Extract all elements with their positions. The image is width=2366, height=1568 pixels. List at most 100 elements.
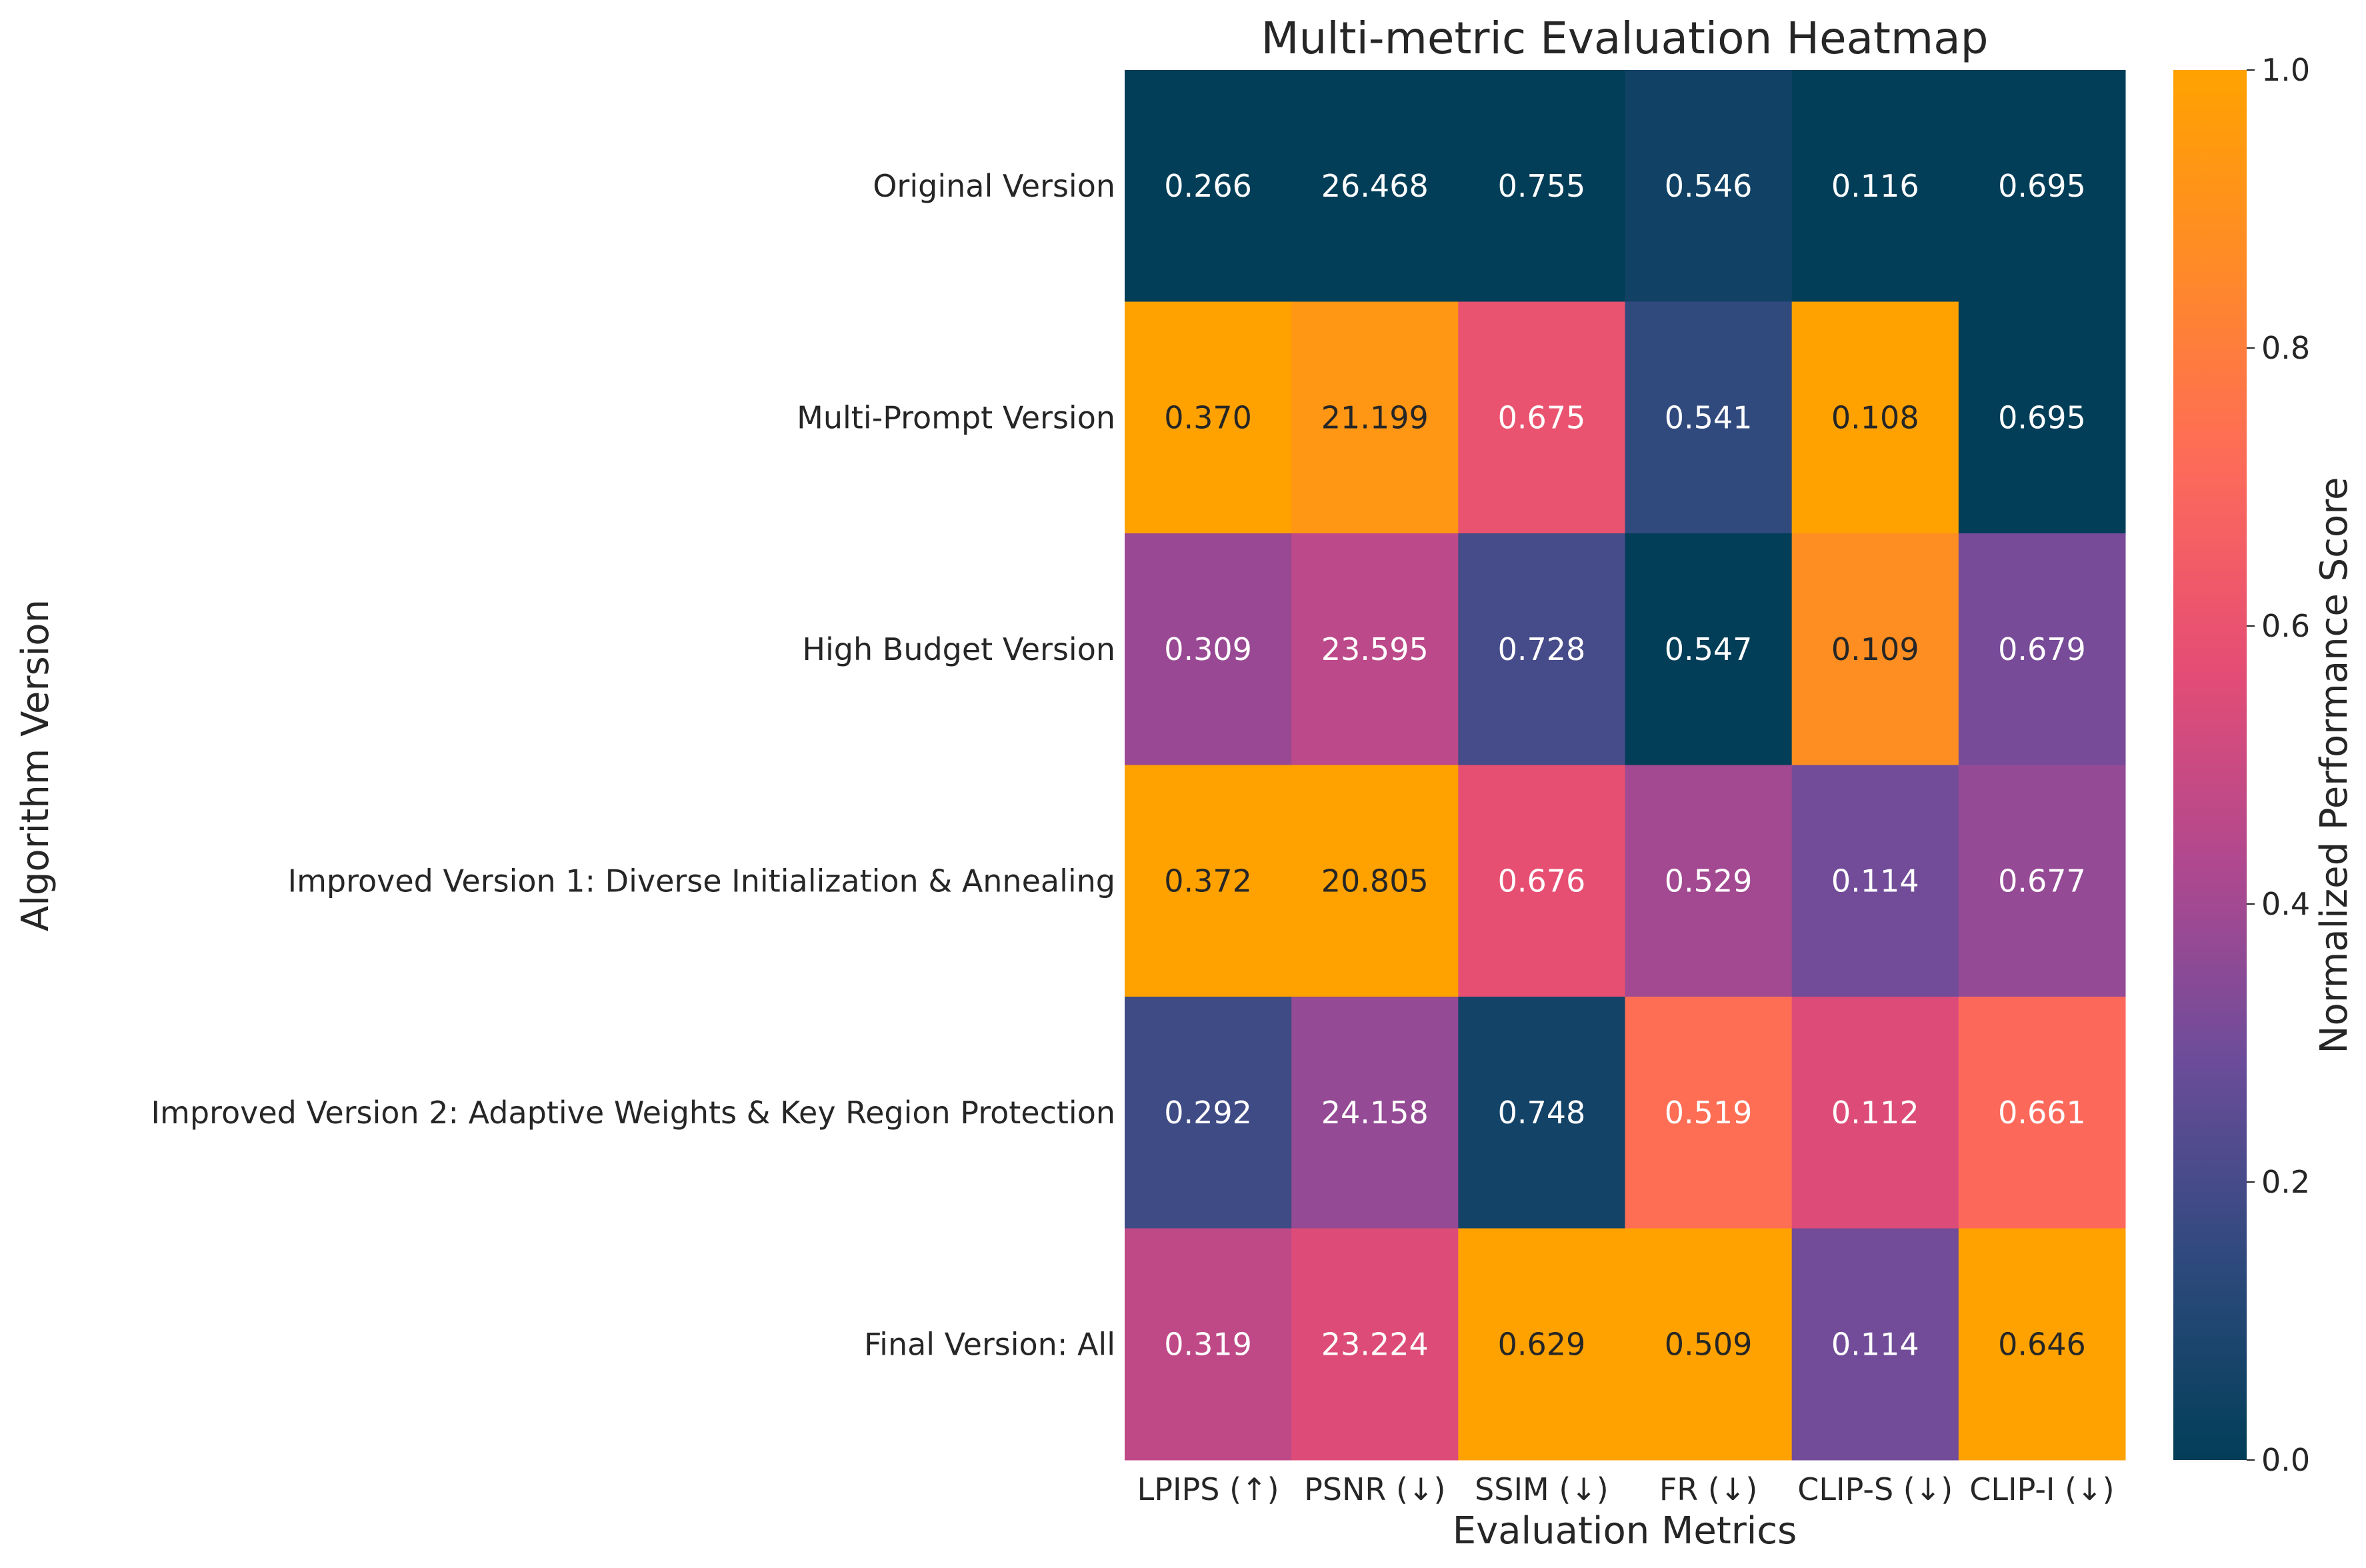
cell-value-label: 0.372 <box>1164 863 1252 899</box>
heatmap-cell <box>1125 1228 1292 1461</box>
cell-value-label: 0.114 <box>1831 863 1919 899</box>
cell-value-label: 0.675 <box>1498 399 1586 435</box>
cell-value-label: 0.519 <box>1665 1095 1753 1131</box>
cell-value-label: 0.292 <box>1164 1095 1252 1131</box>
column-label: FR (↓) <box>1659 1471 1757 1507</box>
row-label: Original Version <box>873 168 1115 204</box>
y-axis-title: Algorithm Version <box>14 599 57 931</box>
x-axis-title: Evaluation Metrics <box>1453 1509 1797 1553</box>
heatmap-cell <box>1291 765 1459 997</box>
column-label: PSNR (↓) <box>1304 1471 1445 1507</box>
heatmap-cell <box>1791 1228 1959 1461</box>
cell-value-label: 0.748 <box>1498 1095 1586 1131</box>
cell-value-label: 0.629 <box>1498 1326 1586 1362</box>
heatmap-cell <box>1958 1228 2126 1461</box>
cell-value-label: 0.112 <box>1831 1095 1919 1131</box>
cell-value-label: 20.805 <box>1321 863 1429 899</box>
heatmap-cell <box>1125 533 1292 765</box>
column-tick-labels: LPIPS (↑) PSNR (↓) SSIM (↓) FR (↓) CLIP-S (↓… <box>1137 1471 2115 1507</box>
column-label: CLIP-I (↓) <box>1969 1471 2114 1507</box>
heatmap-cell <box>1458 997 1625 1229</box>
colorbar-tick-label: 0.8 <box>2261 330 2310 366</box>
row-label: High Budget Version <box>802 631 1115 667</box>
heatmap-cell <box>1958 765 2126 997</box>
column-label: SSIM (↓) <box>1475 1471 1609 1507</box>
heatmap-cell <box>1958 533 2126 765</box>
heatmap-cell <box>1291 997 1459 1229</box>
heatmap-cell <box>1125 301 1292 534</box>
cell-value-label: 23.595 <box>1321 631 1429 667</box>
heatmap-cell <box>1791 70 1959 302</box>
heatmap-cell <box>1458 70 1625 302</box>
heatmap-cell <box>1625 997 1793 1229</box>
colorbar-tick-label: 0.2 <box>2261 1164 2310 1200</box>
colorbar-tick-label: 0.4 <box>2261 886 2310 922</box>
heatmap-cell <box>1791 765 1959 997</box>
row-label: Improved Version 1: Diverse Initializati… <box>288 863 1115 899</box>
row-label: Final Version: All <box>864 1326 1115 1362</box>
cell-value-label: 0.695 <box>1998 168 2086 204</box>
colorbar <box>2173 70 2247 1460</box>
cell-value-label: 0.109 <box>1831 631 1919 667</box>
cell-value-label: 0.546 <box>1665 168 1753 204</box>
cell-value-label: 0.114 <box>1831 1326 1919 1362</box>
heatmap-cell <box>1125 765 1292 997</box>
heatmap-cell <box>1625 765 1793 997</box>
heatmap-cell <box>1958 997 2126 1229</box>
heatmap-cell <box>1958 70 2126 302</box>
cell-value-label: 24.158 <box>1321 1095 1429 1131</box>
cell-value-label: 0.547 <box>1665 631 1753 667</box>
cell-value-label: 23.224 <box>1321 1326 1429 1362</box>
cell-value-label: 0.370 <box>1164 399 1252 435</box>
colorbar-tick-label: 0.6 <box>2261 608 2310 644</box>
heatmap-cell <box>1458 533 1625 765</box>
heatmap-cell <box>1291 1228 1459 1461</box>
cell-value-label: 0.541 <box>1665 399 1753 435</box>
colorbar-ticks: 0.0 0.2 0.4 0.6 0.8 1.0 <box>2247 52 2310 1478</box>
cell-value-label: 0.677 <box>1998 863 2086 899</box>
cell-value-label: 0.728 <box>1498 631 1586 667</box>
row-label: Multi-Prompt Version <box>797 399 1115 435</box>
cell-value-label: 0.108 <box>1831 399 1919 435</box>
cell-value-label: 0.509 <box>1665 1326 1753 1362</box>
column-label: LPIPS (↑) <box>1137 1471 1279 1507</box>
column-label: CLIP-S (↓) <box>1797 1471 1953 1507</box>
heatmap-cell <box>1458 765 1625 997</box>
colorbar-tick-label: 1.0 <box>2261 52 2310 88</box>
heatmap-cell <box>1791 997 1959 1229</box>
heatmap-cell <box>1458 301 1625 534</box>
row-tick-labels: Original Version Multi-Prompt Version High… <box>151 168 1115 1363</box>
cell-value-label: 0.266 <box>1164 168 1252 204</box>
cell-value-label: 0.529 <box>1665 863 1753 899</box>
heatmap-cell <box>1791 301 1959 534</box>
cell-value-label: 21.199 <box>1321 399 1429 435</box>
colorbar-tick-label: 0.0 <box>2261 1442 2310 1478</box>
heatmap-cell <box>1625 70 1793 302</box>
heatmap-cells: 0.266 26.468 0.755 0.546 0.116 0.695 0.370 21.1… <box>1125 70 2126 1461</box>
cell-value-label: 0.646 <box>1998 1326 2086 1362</box>
heatmap-cell <box>1125 70 1292 302</box>
cell-value-label: 0.116 <box>1831 168 1919 204</box>
heatmap-cell <box>1125 997 1292 1229</box>
colorbar-title: Normalized Performance Score <box>2313 477 2356 1054</box>
row-label: Improved Version 2: Adaptive Weights & K… <box>151 1095 1115 1131</box>
heatmap-cell <box>1625 533 1793 765</box>
cell-value-label: 0.695 <box>1998 399 2086 435</box>
heatmap-cell <box>1625 301 1793 534</box>
cell-value-label: 0.319 <box>1164 1326 1252 1362</box>
cell-value-label: 0.679 <box>1998 631 2086 667</box>
cell-value-label: 0.755 <box>1498 168 1586 204</box>
heatmap-cell <box>1958 301 2126 534</box>
heatmap-cell <box>1291 70 1459 302</box>
cell-value-label: 0.661 <box>1998 1095 2086 1131</box>
cell-value-label: 26.468 <box>1321 168 1429 204</box>
cell-value-label: 0.309 <box>1164 631 1252 667</box>
cell-value-label: 0.676 <box>1498 863 1586 899</box>
heatmap-cell <box>1625 1228 1793 1461</box>
heatmap-cell <box>1291 301 1459 534</box>
heatmap-cell <box>1458 1228 1625 1461</box>
heatmap-cell <box>1291 533 1459 765</box>
chart-title: Multi-metric Evaluation Heatmap <box>1261 13 1988 64</box>
heatmap-cell <box>1791 533 1959 765</box>
